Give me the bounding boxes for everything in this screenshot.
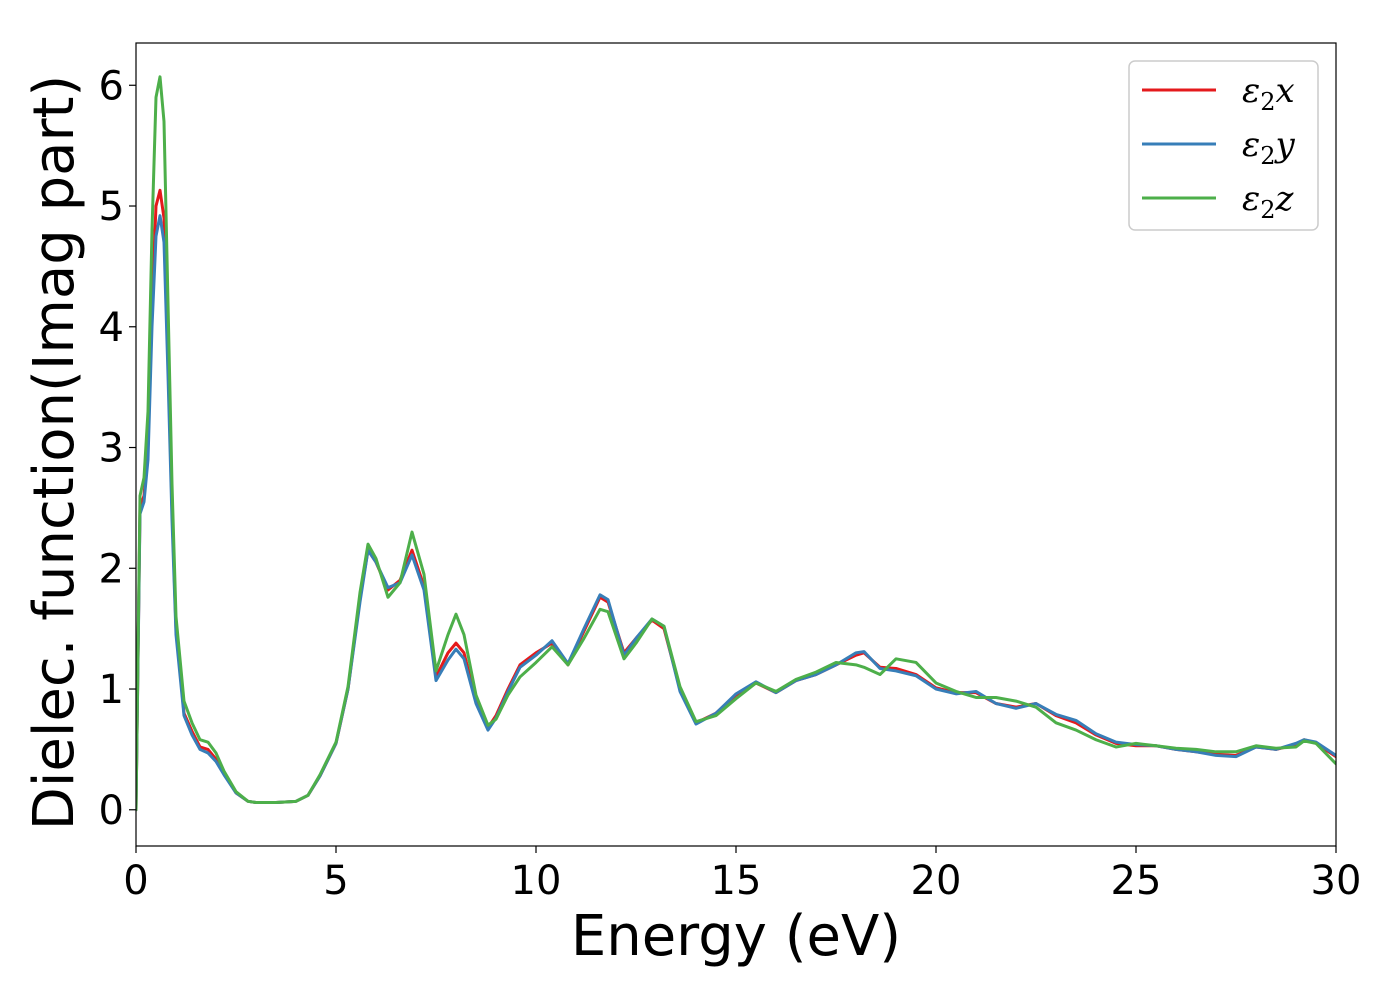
x-axis-title: Energy (eV)	[571, 904, 901, 969]
legend-label-z: ε2z	[1242, 179, 1295, 224]
legend-box	[1128, 60, 1319, 231]
y-tick-label: 0	[99, 788, 124, 834]
y-tick-label: 5	[99, 184, 124, 230]
x-tick-label: 20	[911, 858, 962, 904]
y-tick-label: 6	[99, 63, 124, 109]
x-tick-label: 5	[323, 858, 348, 904]
x-tick-label: 0	[123, 858, 148, 904]
y-tick-label: 4	[99, 305, 124, 351]
series-line-z	[136, 75, 1336, 812]
x-tick-label: 25	[1111, 858, 1162, 904]
x-tick-label: 10	[511, 858, 562, 904]
legend-label-y: ε2y	[1242, 125, 1296, 170]
legend: ε2x ε2y ε2z	[1128, 60, 1319, 231]
series-layer	[136, 75, 1336, 812]
y-tick-label: 3	[99, 426, 124, 472]
legend-label-x: ε2x	[1242, 71, 1295, 116]
y-tick-label: 2	[99, 546, 124, 592]
y-axis-title: Dielec. function(Imag part)	[22, 75, 87, 831]
x-tick-label: 15	[711, 858, 762, 904]
ticks-layer: 0 5 10 15 20 25 30 0 1 2 3 4 5 6	[99, 63, 1362, 904]
series-line-y	[136, 214, 1336, 812]
y-tick-label: 1	[99, 667, 124, 713]
series-line-x	[136, 188, 1336, 812]
x-tick-label: 30	[1311, 858, 1362, 904]
legend-items: ε2x ε2y ε2z	[1142, 71, 1296, 224]
